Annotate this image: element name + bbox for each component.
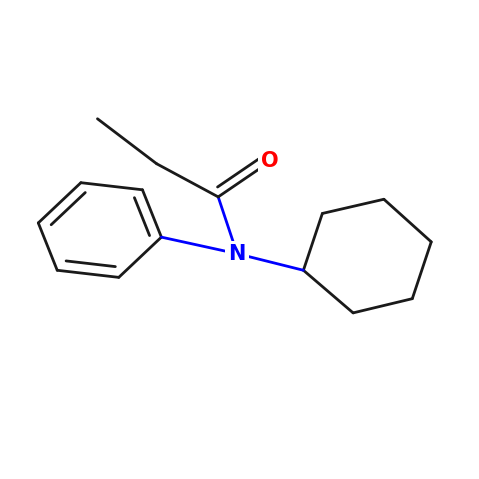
Text: N: N (228, 244, 246, 264)
Text: O: O (262, 151, 279, 171)
